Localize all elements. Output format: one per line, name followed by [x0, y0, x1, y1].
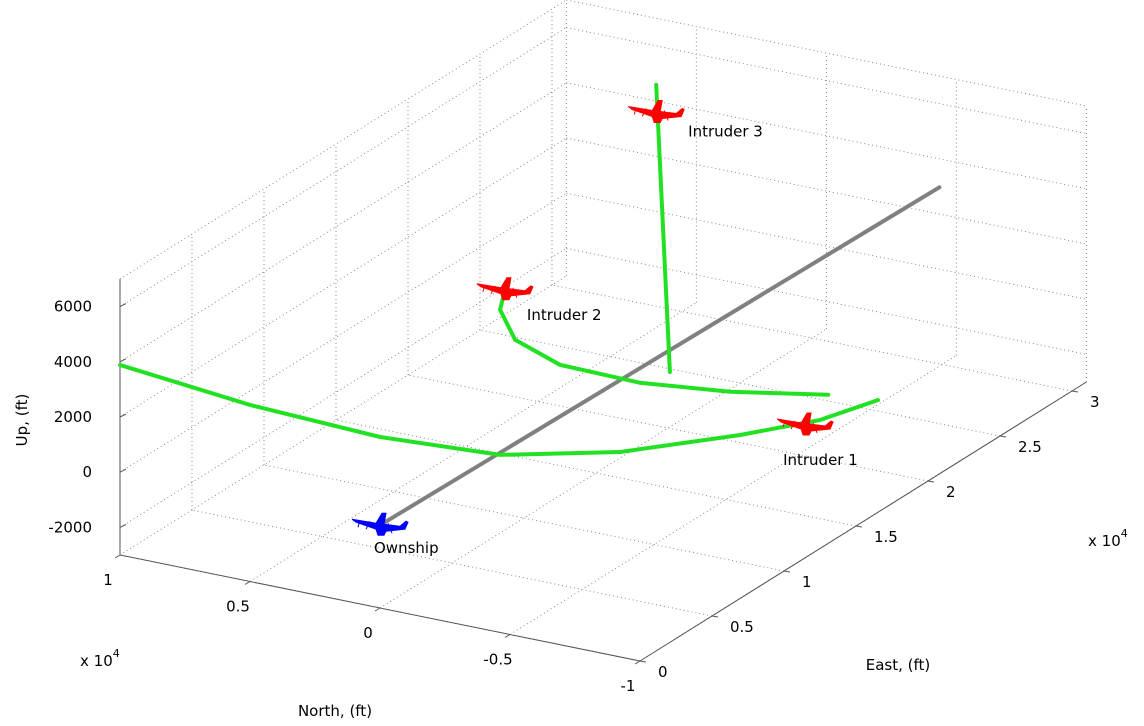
- grid-line: [566, 192, 1087, 300]
- y-exponent: x 104: [80, 647, 120, 670]
- x-tick: [639, 660, 647, 663]
- z-tick: [119, 358, 127, 363]
- grid-line: [479, 329, 1001, 437]
- x-tick-label: 1.5: [874, 528, 898, 546]
- z-tick-label: 4000: [54, 353, 92, 371]
- y-tick-label: 1: [103, 571, 113, 589]
- z-tick-label: 2000: [54, 408, 92, 426]
- y-tick-label: 0.5: [226, 598, 250, 616]
- grid-line: [119, 27, 567, 308]
- axes: 0 0.5 1 1.5 2 2.5 3 -1 -0.5 0 0.5 1 -2000 0 2000 4000 60…: [48, 279, 1100, 695]
- x-tick: [783, 570, 791, 573]
- z-tick-label: 0: [82, 463, 92, 481]
- aircraft: [776, 412, 834, 436]
- grid: [119, 0, 1087, 662]
- y-tick-label: -0.5: [483, 651, 512, 669]
- grid-line: [509, 355, 957, 635]
- y-tick-label: -1: [621, 677, 636, 695]
- z-tick-label: -2000: [48, 518, 92, 536]
- aircraft: [351, 512, 409, 536]
- aircraft-label: Intruder 1: [783, 451, 858, 469]
- grid-line: [335, 419, 857, 527]
- exponent-power: 4: [1121, 527, 1128, 540]
- x-tick: [999, 435, 1007, 438]
- y-tick-label: 0: [363, 624, 373, 642]
- y-tick: [244, 581, 251, 585]
- trajectory: [654, 82, 672, 374]
- x-tick: [927, 480, 935, 483]
- x-tick-label: 2: [946, 483, 956, 501]
- aircraft: [627, 100, 685, 123]
- grid-line: [566, 82, 1087, 190]
- grid-line: [119, 137, 567, 418]
- grid-line: [263, 464, 785, 572]
- y-axis-label: North, (ft): [298, 702, 372, 720]
- z-tick-label: 6000: [54, 298, 92, 316]
- z-tick: [119, 303, 127, 308]
- x-tick: [711, 615, 719, 618]
- aircraft-detail: [782, 417, 818, 434]
- aircraft-detail: [482, 281, 518, 298]
- x-tick-label: 0: [658, 663, 668, 681]
- grid-line: [249, 302, 697, 582]
- aircraft-detail: [357, 517, 393, 534]
- trajectory: [118, 363, 881, 457]
- trajectory: [378, 185, 942, 528]
- z-axis-label: Up, (ft): [13, 394, 31, 447]
- grid-line: [407, 374, 929, 482]
- grid-edge: [566, 0, 1087, 107]
- x-tick: [1071, 390, 1079, 393]
- exponent-base: x 10: [1088, 532, 1121, 550]
- y-tick: [114, 554, 121, 559]
- x-axis-line: [639, 381, 1087, 662]
- aircraft-detail: [633, 104, 669, 121]
- x-axis-label: East, (ft): [866, 656, 931, 674]
- x-tick: [855, 525, 863, 528]
- aircraft-label: Intruder 3: [688, 123, 763, 141]
- grid-line: [119, 275, 567, 556]
- exponent-base: x 10: [80, 652, 113, 670]
- plot-area: Ownship Intruder 1 Intruder 2 Intruder 3: [118, 82, 942, 557]
- grid-line: [566, 247, 1087, 355]
- y-tick: [504, 634, 511, 638]
- grid-line: [566, 137, 1087, 245]
- grid-line: [566, 27, 1087, 135]
- x-tick-label: 1: [802, 573, 812, 591]
- trajectory: [497, 287, 831, 397]
- z-tick: [119, 413, 127, 418]
- aircraft-label: Ownship: [374, 539, 439, 557]
- x-tick-label: 0.5: [730, 618, 754, 636]
- x-tick-label: 2.5: [1018, 438, 1042, 456]
- grid-line: [119, 192, 567, 473]
- x-exponent: x 104: [1088, 527, 1128, 550]
- aircraft-label: Intruder 2: [527, 306, 602, 324]
- exponent-power: 4: [113, 647, 120, 660]
- grid-line: [551, 284, 1073, 392]
- z-tick: [119, 468, 127, 473]
- grid-line: [191, 509, 713, 617]
- y-tick: [374, 607, 381, 612]
- y-tick: [634, 660, 641, 665]
- grid-line: [379, 328, 827, 609]
- grid-edge: [119, 0, 567, 280]
- aircraft: [476, 277, 534, 301]
- grid-line: [119, 82, 567, 363]
- z-tick: [119, 523, 127, 528]
- x-tick-label: 3: [1090, 393, 1100, 411]
